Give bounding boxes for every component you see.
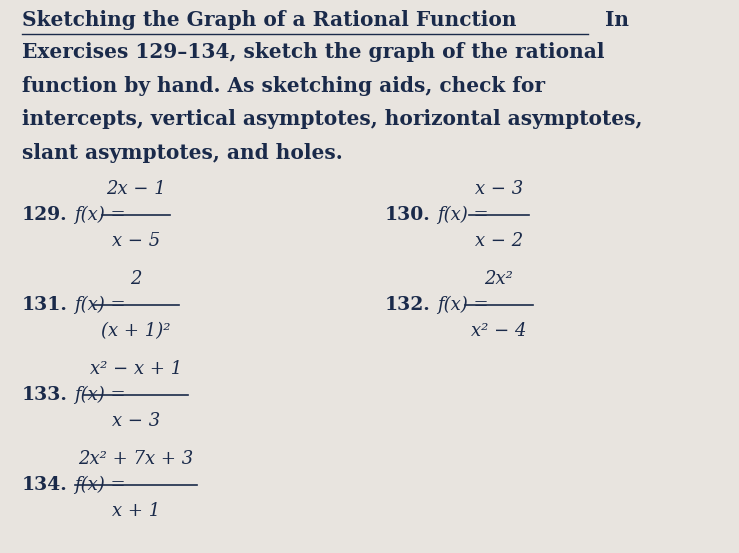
Text: 132.: 132. <box>385 296 431 314</box>
Text: 130.: 130. <box>385 206 431 224</box>
Text: In: In <box>605 10 629 30</box>
Text: x − 3: x − 3 <box>112 413 160 430</box>
Text: 129.: 129. <box>22 206 68 224</box>
Text: x² − 4: x² − 4 <box>471 322 527 341</box>
Text: intercepts, vertical asymptotes, horizontal asymptotes,: intercepts, vertical asymptotes, horizon… <box>22 109 642 129</box>
Text: 134.: 134. <box>22 476 68 494</box>
Text: f(x) =: f(x) = <box>74 386 126 404</box>
Text: Sketching the Graph of a Rational Function: Sketching the Graph of a Rational Functi… <box>22 10 517 30</box>
Text: f(x) =: f(x) = <box>437 296 488 314</box>
Text: 2x² + 7x + 3: 2x² + 7x + 3 <box>78 450 194 467</box>
Text: f(x) =: f(x) = <box>74 206 126 224</box>
Text: Exercises 129–134, sketch the graph of the rational: Exercises 129–134, sketch the graph of t… <box>22 42 605 62</box>
Text: 2x²: 2x² <box>485 269 514 288</box>
Text: f(x) =: f(x) = <box>437 206 488 224</box>
Text: x + 1: x + 1 <box>112 503 160 520</box>
Text: (x + 1)²: (x + 1)² <box>101 322 171 341</box>
Text: 2x − 1: 2x − 1 <box>106 180 166 197</box>
Text: 2: 2 <box>130 269 142 288</box>
Text: f(x) =: f(x) = <box>74 476 126 494</box>
Text: 133.: 133. <box>22 386 68 404</box>
Text: function by hand. As sketching aids, check for: function by hand. As sketching aids, che… <box>22 76 545 96</box>
Text: x − 2: x − 2 <box>475 232 523 251</box>
Text: slant asymptotes, and holes.: slant asymptotes, and holes. <box>22 143 343 163</box>
Text: f(x) =: f(x) = <box>74 296 126 314</box>
Text: 131.: 131. <box>22 296 68 314</box>
Text: x² − x + 1: x² − x + 1 <box>90 359 182 378</box>
Text: x − 5: x − 5 <box>112 232 160 251</box>
Text: x − 3: x − 3 <box>475 180 523 197</box>
